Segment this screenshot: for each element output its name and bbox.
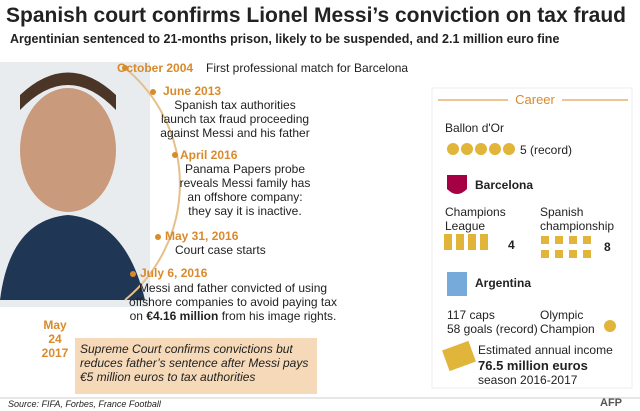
subtitle: Argentinian sentenced to 21-months priso… — [10, 32, 560, 46]
value: 58 goals (record) — [447, 322, 538, 336]
label: Estimated annual income — [478, 343, 613, 357]
event-date: June 2013 — [163, 84, 222, 98]
label: Champions League — [445, 205, 506, 233]
label: Barcelona — [475, 178, 534, 192]
event-date: May 31, 2016 — [165, 229, 239, 243]
value: 5 (record) — [520, 143, 573, 157]
label: Argentina — [475, 276, 532, 290]
value: 76.5 million euros — [478, 358, 588, 373]
credit: AFP — [600, 397, 622, 409]
label: Ballon d'Or — [445, 121, 504, 135]
event-text: Messi and father convicted of using offs… — [128, 281, 338, 323]
event-text: First professional match for Barcelona — [206, 61, 409, 75]
title: Spanish court confirms Lionel Messi’s co… — [6, 4, 626, 27]
value: 4 — [508, 238, 515, 252]
panel-heading: Career — [515, 92, 555, 107]
event-date: April 2016 — [180, 148, 238, 162]
label: Spanish championship — [540, 205, 615, 233]
event-amount: €4.16 million — [146, 309, 219, 323]
event-date: May 24 2017 — [41, 318, 69, 360]
event-text: Supreme Court confirms convictions but r… — [80, 342, 309, 384]
event-text: Court case starts — [175, 243, 266, 257]
event-date: July 6, 2016 — [140, 266, 208, 280]
source: Source: FIFA, Forbes, France Football — [8, 399, 161, 409]
event-text: from his image rights. — [221, 309, 337, 323]
value: 8 — [604, 240, 611, 254]
event-date: October 2004 — [117, 61, 194, 75]
value: 76.5 million euros — [478, 359, 588, 373]
label: Olympic Champion — [540, 308, 595, 336]
event-text: Panama Papers probe reveals Messi family… — [179, 162, 311, 218]
event-text: Spanish tax authorities launch tax fraud… — [160, 98, 310, 140]
label: season 2016-2017 — [478, 373, 578, 387]
event-text: Messi and father convicted of using offs… — [129, 281, 337, 323]
value: 117 caps — [447, 308, 495, 322]
